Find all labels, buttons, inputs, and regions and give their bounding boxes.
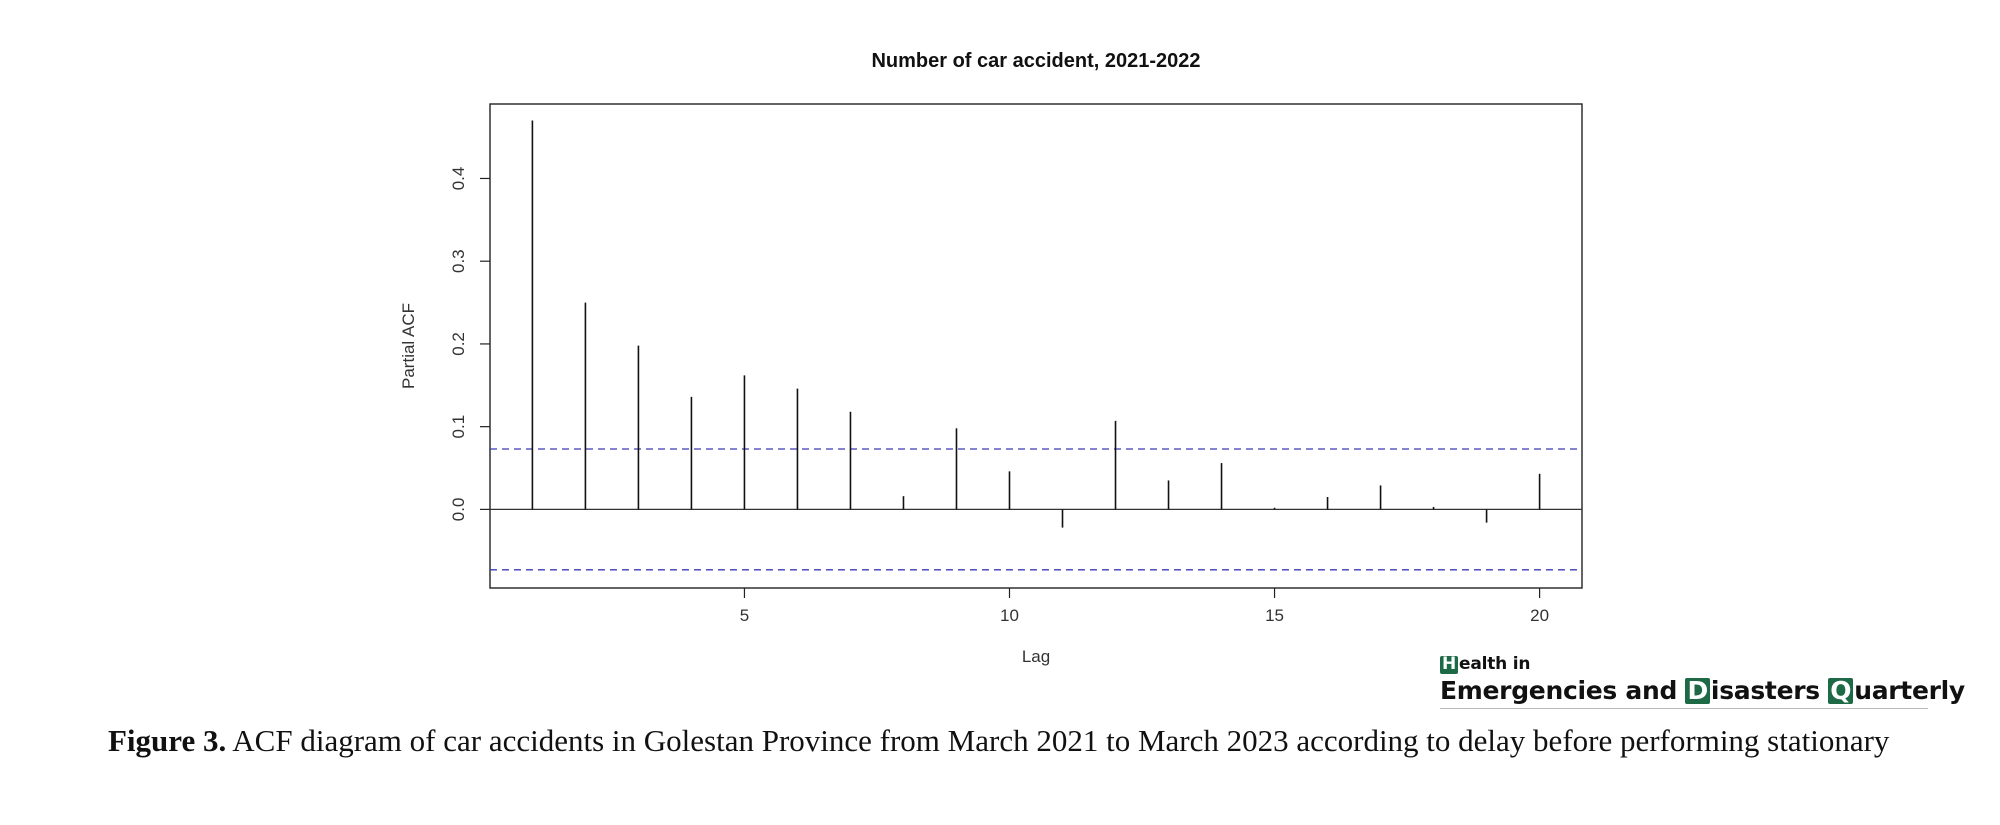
x-tick-label: 10 xyxy=(1000,606,1019,625)
y-tick-label: 0.2 xyxy=(449,332,468,356)
logo-text-a: Emergencies and xyxy=(1440,676,1686,705)
logo-divider xyxy=(1440,708,1928,709)
x-tick-label: 20 xyxy=(1530,606,1549,625)
x-tick-label: 5 xyxy=(740,606,749,625)
logo-q-box: Q xyxy=(1828,676,1854,705)
figure-caption: Figure 3. ACF diagram of car accidents i… xyxy=(108,718,1928,763)
logo-text-b: isasters xyxy=(1710,676,1829,705)
logo-text-c: uarterly xyxy=(1854,676,1965,705)
plot-area: 5 10 15 20 0.0 0.1 0.2 0.3 0.4 xyxy=(449,103,1583,625)
logo-d-box: D xyxy=(1685,676,1710,705)
y-tick-label: 0.4 xyxy=(449,167,468,191)
caption-label: Figure 3. xyxy=(108,723,227,758)
logo-line1-text: ealth in xyxy=(1459,654,1531,674)
acf-chart: Number of car accident, 2021-2022 5 10 15 2… xyxy=(399,50,1583,666)
y-tick-label: 0.1 xyxy=(449,415,468,439)
chart-title: Number of car accident, 2021-2022 xyxy=(871,50,1200,72)
x-tick-label: 15 xyxy=(1265,606,1284,625)
caption-text: ACF diagram of car accidents in Golestan… xyxy=(232,723,1890,758)
y-axis-label: Partial ACF xyxy=(399,303,418,389)
y-tick-label: 0.0 xyxy=(449,498,468,522)
x-axis-label: Lag xyxy=(1022,647,1050,666)
y-tick-label: 0.3 xyxy=(449,249,468,273)
logo-h-box: H xyxy=(1440,654,1459,674)
plot-frame xyxy=(489,103,1583,589)
